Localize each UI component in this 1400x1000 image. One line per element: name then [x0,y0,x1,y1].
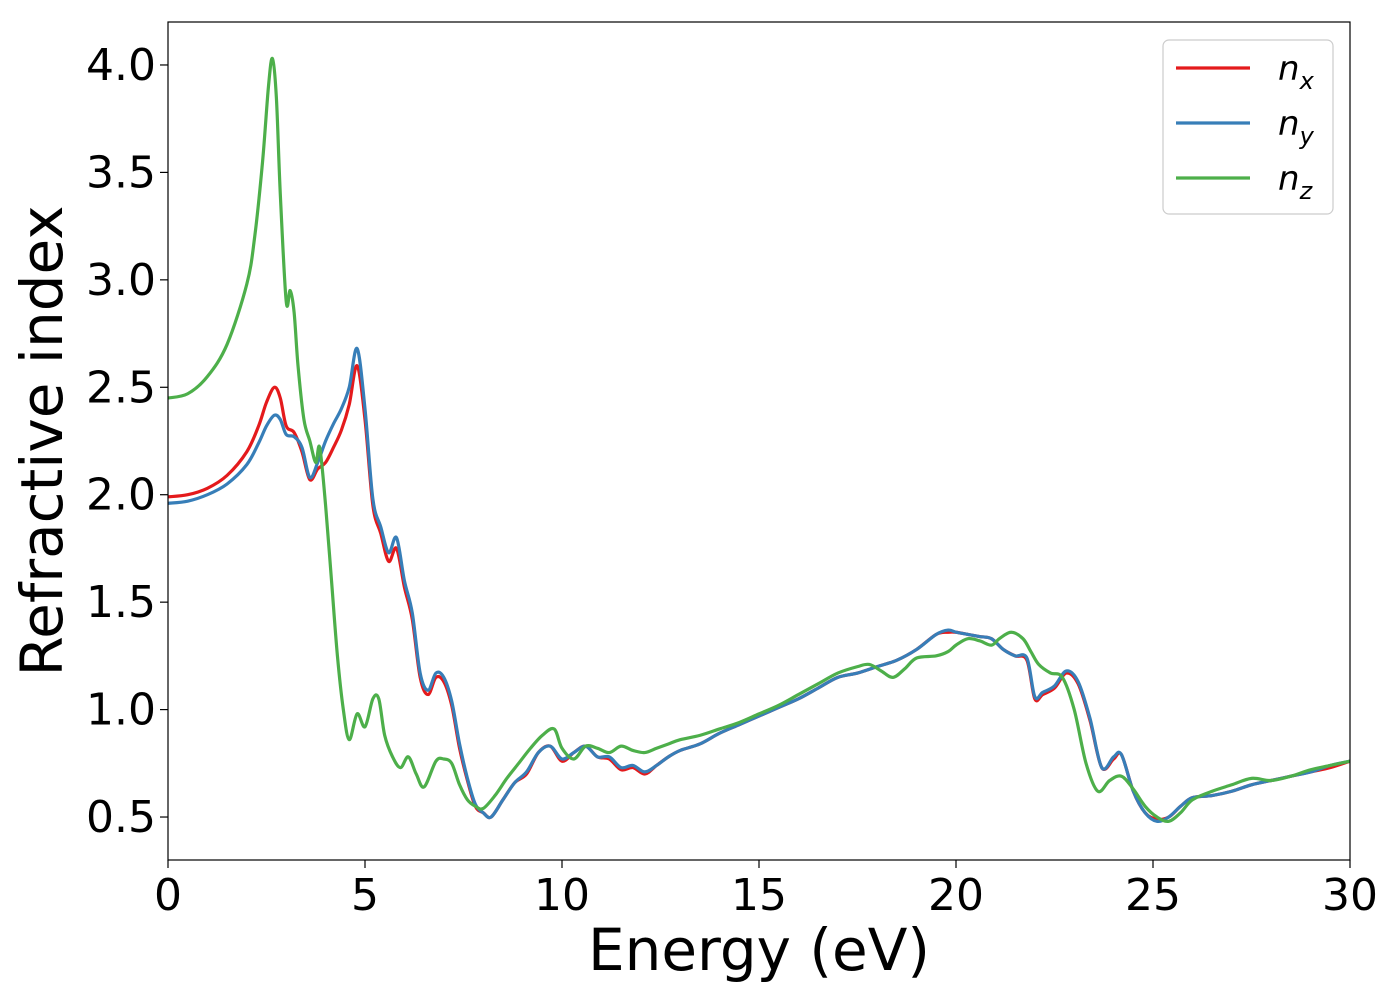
y-tick-label: 1.0 [86,685,156,736]
y-tick-label: 4.0 [86,40,156,91]
legend-label-z: nz [1278,159,1314,205]
x-axis-label: Energy (eV) [588,916,930,984]
legend-label-x: nx [1278,49,1315,95]
y-tick-label: 3.5 [86,147,156,198]
x-tick-label: 20 [928,870,984,921]
legend-label-y: ny [1278,104,1315,150]
ticks-layer: 0 5 10 15 20 25 30 0.5 1.0 1.5 2.0 2.5 3.0 3.5 4.0 [86,40,1378,921]
series-layer [168,56,1350,824]
x-tick-label: 15 [731,870,787,921]
x-tick-label: 25 [1125,870,1181,921]
x-tick-label: 10 [534,870,590,921]
y-tick-label: 3.0 [86,255,156,306]
x-tick-label: 30 [1322,870,1378,921]
legend: nx ny nz [1162,39,1334,215]
legend-box [1162,39,1334,215]
x-tick-label: 5 [351,870,379,921]
series-line-y [168,346,1350,824]
y-tick-label: 1.5 [86,577,156,628]
x-tick-label: 0 [154,870,182,921]
y-tick-label: 2.0 [86,470,156,521]
y-tick-label: 2.5 [86,362,156,413]
series-line-z [168,56,1350,824]
series-line-x [168,364,1350,822]
y-tick-label: 0.5 [86,792,156,843]
y-axis-label: Refractive index [8,205,76,676]
